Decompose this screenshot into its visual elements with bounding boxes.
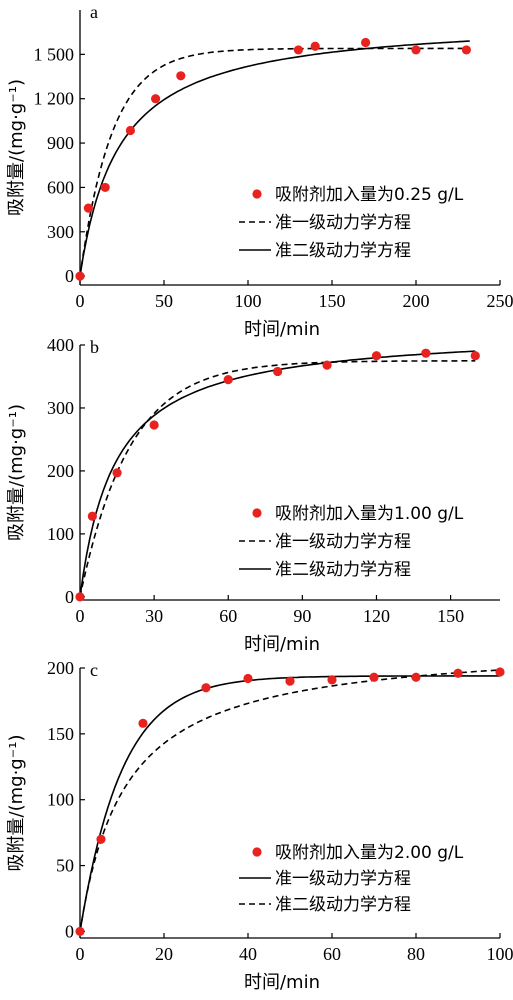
legend-marker-points [252, 508, 262, 518]
legend-marker-points [252, 847, 262, 857]
data-point [470, 351, 480, 361]
data-point [201, 683, 211, 693]
x-tick-label: 0 [76, 291, 85, 311]
y-tick-label: 100 [47, 790, 74, 810]
x-tick-label: 80 [407, 944, 425, 964]
y-tick-label: 0 [65, 587, 74, 607]
x-tick-label: 100 [487, 944, 513, 964]
data-point [149, 420, 159, 430]
y-tick-label: 1 200 [34, 89, 75, 109]
x-tick-label: 150 [319, 291, 346, 311]
x-tick-label: 20 [155, 944, 173, 964]
x-tick-label: 30 [145, 606, 163, 626]
legend-label: 准二级动力学方程 [275, 241, 411, 261]
data-point [138, 718, 148, 728]
y-tick-label: 200 [47, 461, 74, 481]
x-tick-label: 0 [76, 606, 85, 626]
data-point [87, 511, 97, 521]
x-axis-title: 时间/min [244, 634, 320, 655]
data-point [112, 468, 122, 478]
data-point [100, 182, 110, 193]
y-axis-title: 吸附量/(mg·g⁻¹) [6, 735, 27, 872]
chart-panel-a: 0 50 100 150 200 250 0 300 600 900 1 200 1 500 时间/mi… [6, 2, 513, 340]
y-tick-label: 200 [47, 658, 74, 678]
y-tick-label: 600 [47, 177, 74, 197]
x-tick-label: 50 [155, 291, 173, 311]
data-point [223, 375, 233, 385]
y-tick-label: 50 [56, 856, 74, 876]
chart-panel-c: 0 20 40 60 80 100 0 50 100 150 200 时间/min 吸附量/(mg·g⁻… [6, 658, 513, 993]
legend-label: 吸附剂加入量为1.00 g/L [275, 504, 464, 524]
x-tick-label: 250 [487, 291, 513, 311]
data-point [83, 203, 93, 213]
x-tick-label: 60 [323, 944, 341, 964]
legend-marker-points [252, 189, 262, 199]
data-point [371, 351, 382, 361]
data-point [285, 676, 295, 686]
fit-curve-dashed [79, 669, 501, 932]
x-tick-label: 120 [363, 606, 390, 626]
x-tick-label: 60 [219, 606, 237, 626]
y-tick-label: 300 [47, 222, 74, 242]
data-point [243, 673, 253, 684]
x-tick-label: 40 [239, 944, 257, 964]
panel-letter: c [90, 660, 98, 680]
legend-label: 准一级动力学方程 [275, 869, 411, 889]
panel-letter: a [90, 2, 98, 22]
data-point [75, 271, 85, 281]
data-point [453, 668, 463, 678]
chart-panel-b: 0 30 60 90 120 150 0 100 200 300 400 时间/min 吸附量/(mg·… [6, 335, 500, 655]
data-point [310, 41, 320, 51]
y-tick-label: 900 [47, 133, 74, 153]
data-point [322, 360, 332, 370]
data-point [411, 45, 421, 55]
x-axis-title: 时间/min [244, 972, 320, 993]
fit-curve-dashed [79, 47, 470, 277]
legend-label: 准一级动力学方程 [275, 213, 411, 233]
legend-label: 准一级动力学方程 [275, 532, 411, 552]
data-point [75, 592, 85, 602]
y-axis-title: 吸附量/(mg·g⁻¹) [6, 79, 27, 216]
data-point [411, 672, 421, 682]
data-point [369, 672, 379, 682]
x-tick-label: 200 [403, 291, 430, 311]
y-tick-label: 150 [47, 724, 74, 744]
data-point [327, 675, 337, 685]
x-tick-label: 90 [293, 606, 311, 626]
panel-letter: b [90, 337, 99, 357]
data-point [293, 45, 303, 55]
legend-label: 准二级动力学方程 [275, 895, 411, 915]
y-tick-label: 400 [47, 335, 74, 355]
data-point [176, 71, 186, 81]
x-tick-label: 100 [235, 291, 262, 311]
y-tick-label: 0 [65, 266, 74, 286]
data-point [125, 125, 135, 136]
data-point [75, 926, 85, 937]
data-point [361, 37, 371, 48]
data-point [151, 94, 161, 104]
x-axis-title: 时间/min [244, 319, 320, 340]
fit-curve-solid [79, 40, 470, 277]
y-tick-label: 0 [65, 921, 74, 941]
x-tick-label: 150 [437, 606, 464, 626]
legend-label: 吸附剂加入量为2.00 g/L [275, 843, 464, 863]
y-tick-label: 300 [47, 398, 74, 418]
legend-label: 吸附剂加入量为0.25 g/L [275, 185, 464, 205]
data-point [273, 366, 283, 377]
y-tick-label: 1 500 [34, 44, 75, 64]
x-tick-label: 0 [76, 944, 85, 964]
y-tick-label: 100 [47, 524, 74, 544]
data-point [96, 834, 106, 844]
y-axis-title: 吸附量/(mg·g⁻¹) [6, 404, 27, 541]
data-point [495, 667, 505, 677]
legend-label: 准二级动力学方程 [275, 560, 411, 580]
fit-curve-solid [79, 675, 500, 932]
data-point [421, 348, 431, 358]
data-point [461, 45, 471, 55]
